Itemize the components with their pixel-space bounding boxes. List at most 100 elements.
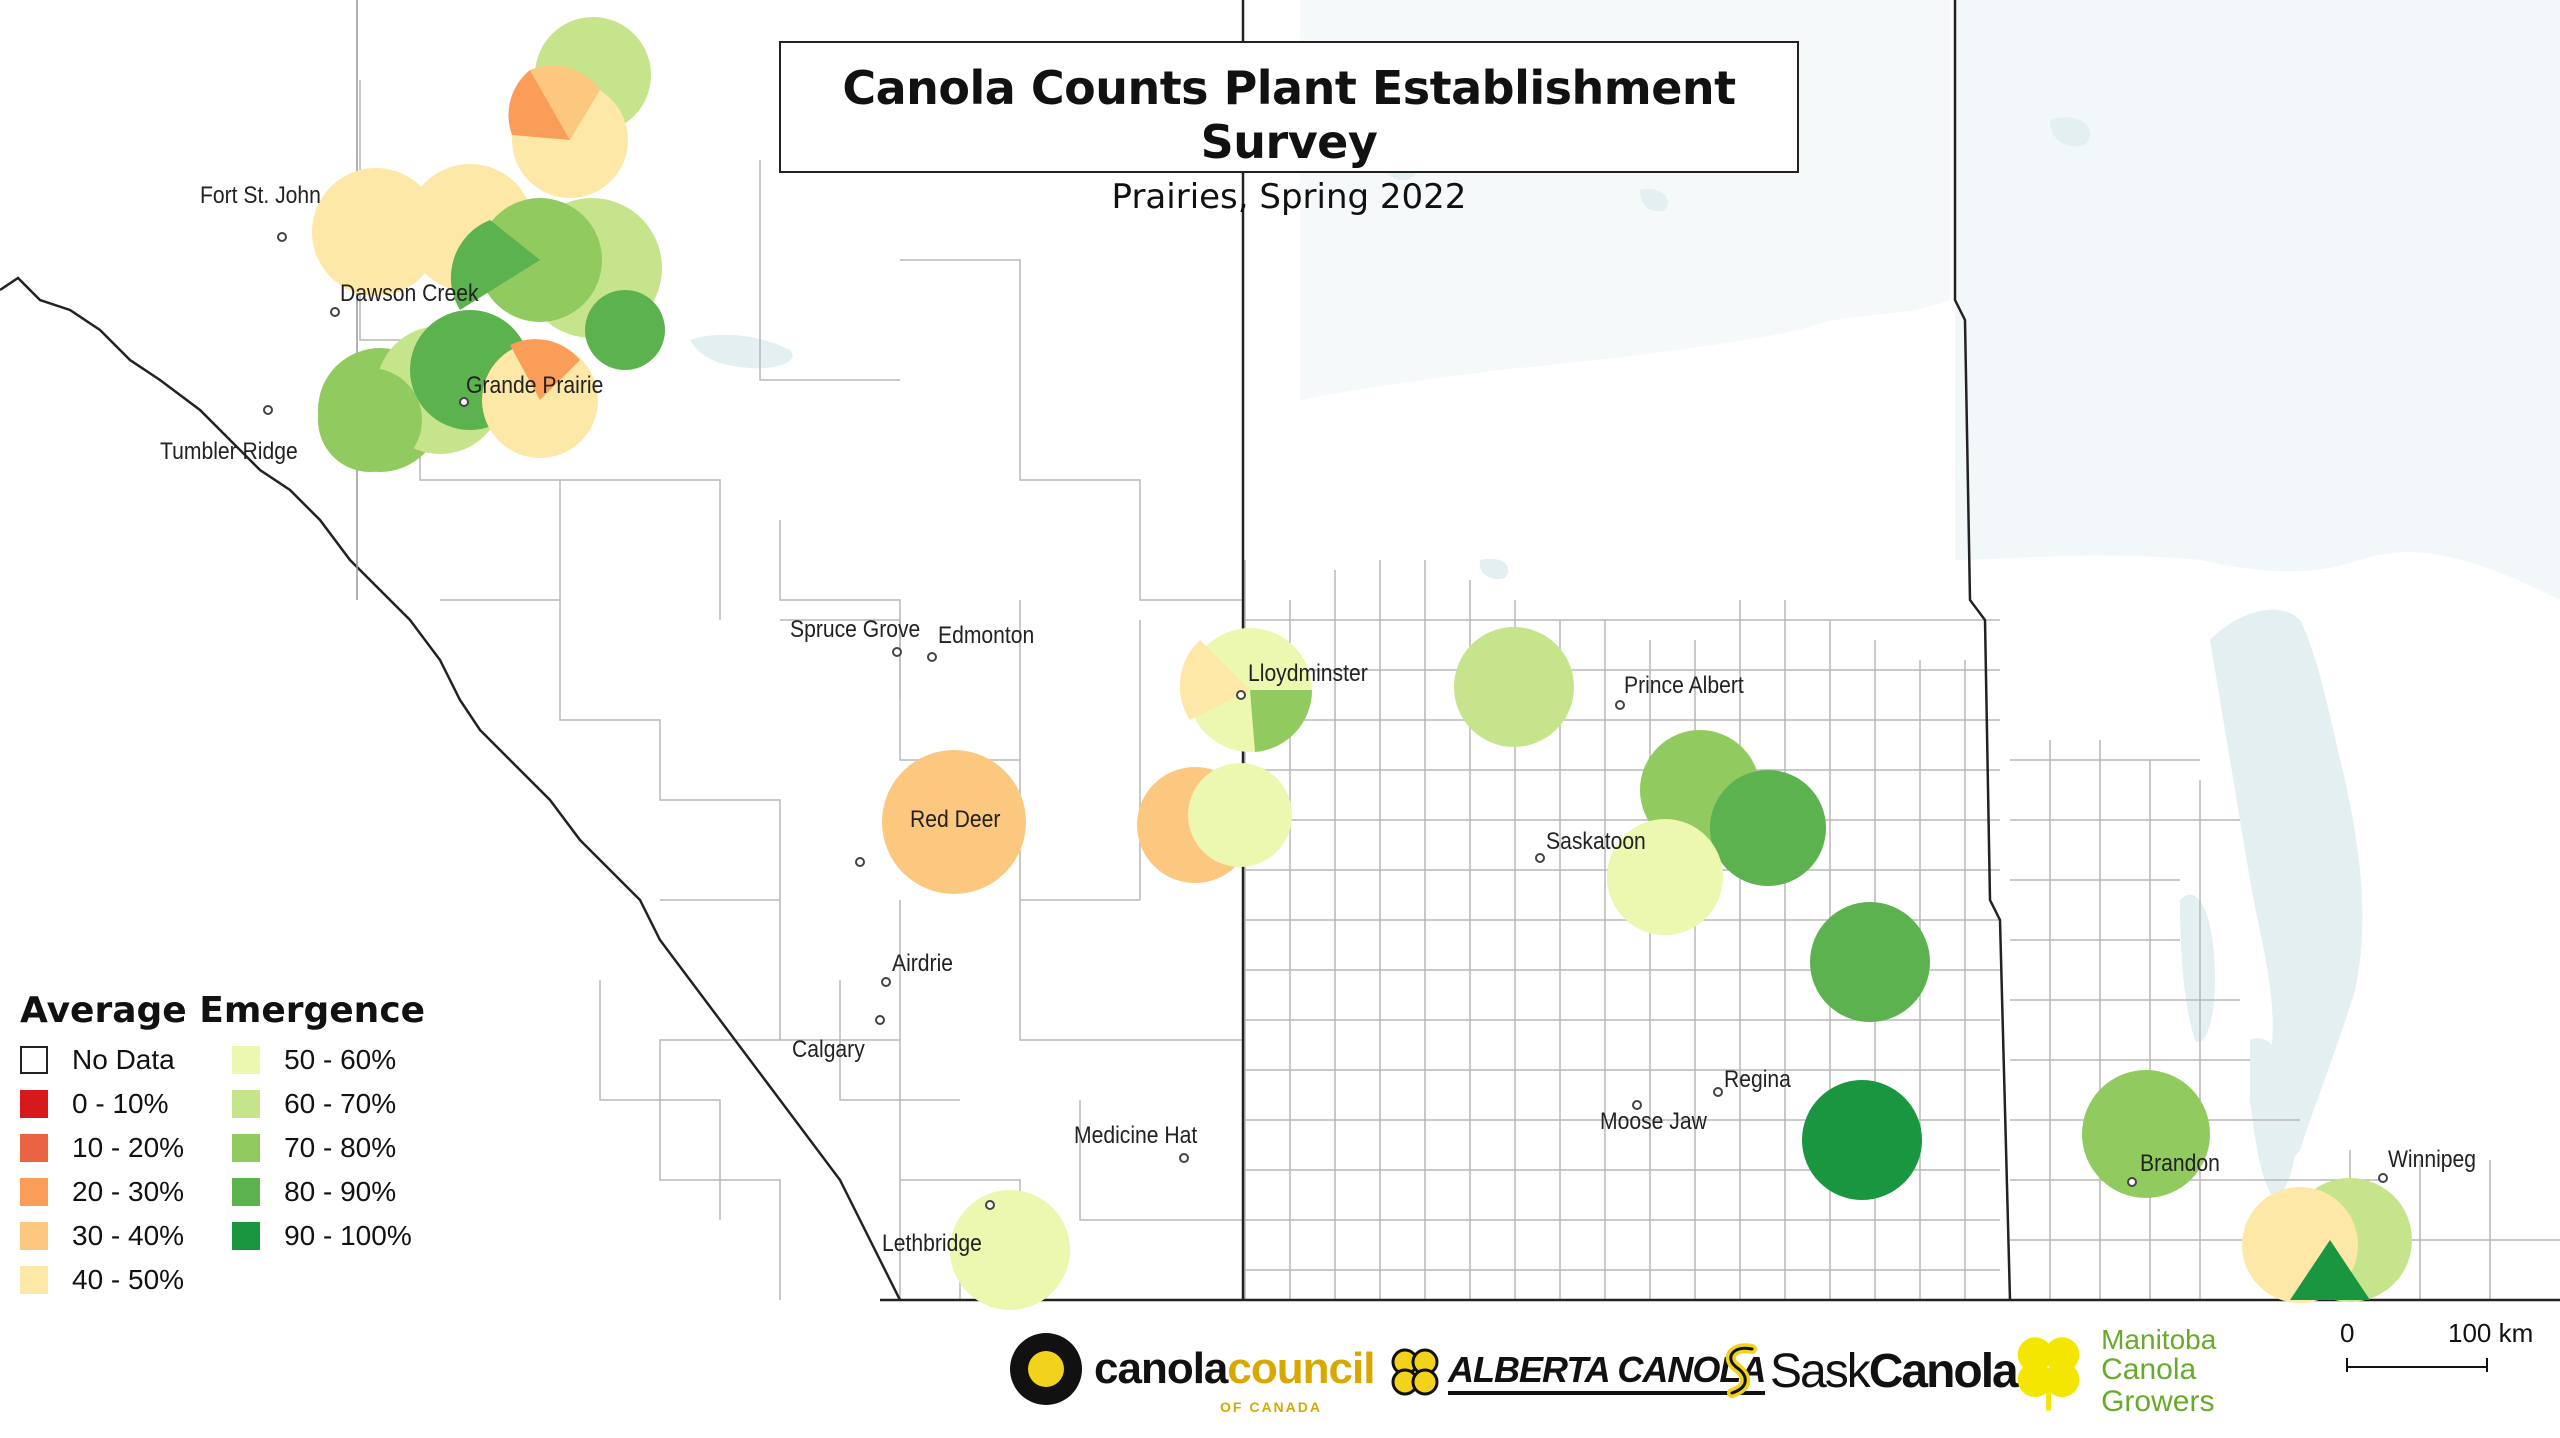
logo-manitoba-line2: Canola Growers (2101, 1353, 2215, 1418)
legend-item: 80 - 90% (232, 1176, 412, 1207)
legend-swatch (232, 1222, 261, 1250)
survey-circle (950, 1190, 1070, 1310)
logo-canola-council-sub: OF CANADA (1220, 1399, 1322, 1415)
city-label-brandon: Brandon (2140, 1150, 2220, 1177)
manitoba-canola-icon (2017, 1337, 2080, 1411)
legend-swatch (20, 1222, 48, 1250)
legend-swatch (20, 1178, 48, 1206)
legend-label: 20 - 30% (72, 1176, 185, 1207)
survey-circles (312, 17, 2412, 1310)
legend-item: 0 - 10% (20, 1088, 184, 1119)
survey-circle (1188, 763, 1292, 867)
legend-swatch (20, 1046, 48, 1074)
legend-label: 50 - 60% (284, 1044, 397, 1075)
survey-sector (2290, 1240, 2370, 1300)
survey-circle (312, 168, 440, 296)
city-label-fort-st-john: Fort St. John (200, 182, 321, 209)
bc-alberta-border (0, 276, 902, 1301)
survey-sector (508, 70, 570, 140)
legend-swatch (20, 1134, 48, 1162)
legend-item: 50 - 60% (232, 1044, 412, 1075)
survey-sector (1179, 640, 1250, 720)
scale-end-label: 100 km (2448, 1318, 2534, 1348)
city-label-grande-prairie: Grande Prairie (466, 372, 604, 399)
legend-item: 30 - 40% (20, 1220, 185, 1251)
city-label-airdrie: Airdrie (892, 950, 954, 977)
scale-tick-left (2346, 1358, 2348, 1372)
legend-column-left: No Data 0 - 10% 10 - 20% 20 - 30% 30 - 40% 40… (20, 1044, 185, 1295)
legend-item: 70 - 80% (232, 1132, 412, 1163)
logo-manitoba-line1: Manitoba (2101, 1324, 2217, 1355)
survey-sector (510, 339, 580, 400)
survey-circle (1454, 627, 1574, 747)
scale-zero-label: 0 (2340, 1318, 2355, 1348)
small-lake-5 (1479, 558, 1509, 580)
legend-label: 40 - 50% (72, 1264, 185, 1295)
city-label-medicine-hat: Medicine Hat (1074, 1122, 1198, 1149)
legend-swatch (232, 1046, 261, 1074)
city-label-lloydminster: Lloydminster (1248, 660, 1368, 687)
map-title: Canola Counts Plant Establishment Survey (842, 61, 1736, 169)
legend-label: 90 - 100% (284, 1220, 412, 1251)
legend-columns: No Data 0 - 10% 10 - 20% 20 - 30% 30 - 40% 40… (20, 1044, 425, 1295)
logo-alberta-canola-text: ALBERTA CANOLA (1448, 1349, 1766, 1395)
survey-circle (882, 750, 1026, 894)
survey-circle (318, 368, 422, 472)
legend-label: 30 - 40% (72, 1220, 185, 1251)
legend-title: Average Emergence (20, 990, 426, 1031)
city-label-edmonton: Edmonton (938, 622, 1035, 649)
survey-sector (450, 220, 540, 310)
city-label-spruce-grove: Spruce Grove (790, 616, 921, 643)
legend-swatch (232, 1178, 261, 1206)
legend: Average Emergence No Data 0 - 10% 10 - 20%… (20, 990, 425, 1295)
legend-label: 60 - 70% (284, 1088, 397, 1119)
title-box: Canola Counts Plant Establishment Survey… (779, 41, 1799, 217)
sask-manitoba-border (1953, 0, 2012, 1301)
northern-mb-water (1955, 0, 2560, 600)
map-subtitle: Prairies, Spring 2022 (1111, 177, 1467, 217)
legend-item: 90 - 100% (232, 1220, 412, 1251)
lake-winnipeg (2210, 609, 2363, 1158)
alberta-canola-icon (1391, 1348, 1439, 1396)
legend-item: 40 - 50% (20, 1264, 185, 1295)
small-lake-4 (2050, 117, 2091, 147)
lake-winnipegosis (2180, 894, 2215, 1042)
city-label-lethbridge: Lethbridge (882, 1230, 982, 1257)
legend-label: 80 - 90% (284, 1176, 397, 1207)
city-label-moose-jaw: Moose Jaw (1600, 1108, 1707, 1135)
logo-canola-council-part1: canola (1094, 1344, 1228, 1393)
logo-canola-council-part2: council (1227, 1344, 1375, 1393)
legend-column-right: 50 - 60% 60 - 70% 70 - 80% 80 - 90% 90 - 100… (232, 1044, 412, 1295)
city-label-regina: Regina (1724, 1066, 1791, 1093)
legend-item: 60 - 70% (232, 1088, 412, 1119)
survey-circle (1810, 902, 1930, 1022)
city-label-tumbler-ridge: Tumbler Ridge (160, 438, 298, 465)
legend-label: No Data (72, 1044, 175, 1075)
partner-logos: canolacouncil OF CANADA ALBERTA CANOLA S… (1010, 1324, 2310, 1418)
city-label-prince-albert: Prince Albert (1624, 672, 1744, 699)
logo-sask-canola-part1: Sask (1770, 1344, 1871, 1398)
logo-canola-council: canolacouncil OF CANADA (1010, 1333, 1375, 1415)
scale-bar: 0 100 km (2340, 1318, 2540, 1378)
city-markers (263, 232, 2388, 1210)
city-label-saskatoon: Saskatoon (1546, 828, 1646, 855)
legend-label: 10 - 20% (72, 1132, 185, 1163)
survey-circle (1802, 1080, 1922, 1200)
legend-label: 70 - 80% (284, 1132, 397, 1163)
city-label-red-deer: Red Deer (910, 806, 1001, 833)
survey-circle (1607, 819, 1723, 935)
scale-line (2346, 1366, 2488, 1368)
logo-sask-canola: SaskCanola (1720, 1343, 2019, 1399)
scale-tick-right (2486, 1358, 2488, 1372)
legend-item: 20 - 30% (20, 1176, 185, 1207)
sask-canola-icon (1725, 1343, 1757, 1398)
small-lake-2 (1640, 189, 1669, 212)
legend-swatch (232, 1090, 261, 1118)
city-label-winnipeg: Winnipeg (2388, 1146, 2477, 1173)
legend-item: No Data (20, 1044, 184, 1075)
legend-swatch (20, 1090, 48, 1118)
legend-swatch (232, 1134, 261, 1162)
lesser-slave-lake (690, 334, 793, 369)
legend-swatch (20, 1266, 48, 1294)
